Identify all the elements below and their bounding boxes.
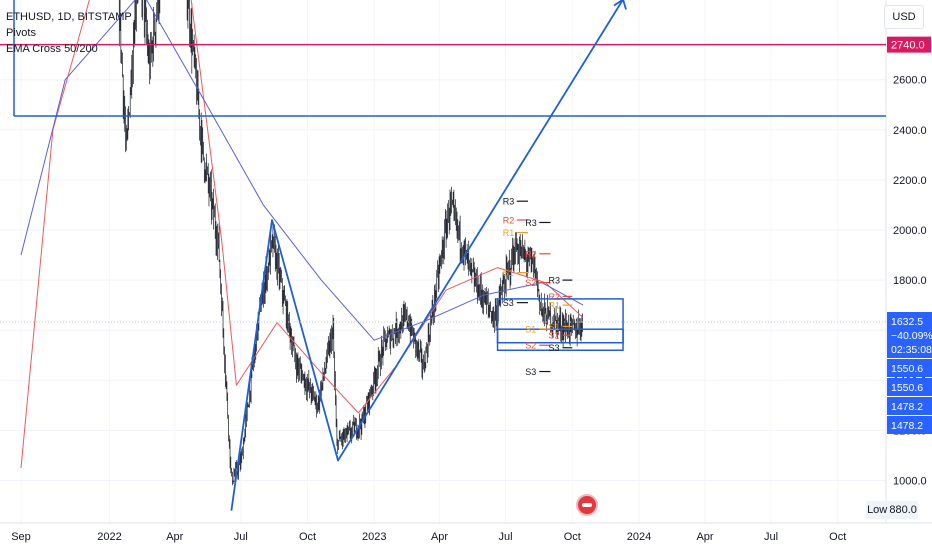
pivot-label: R3	[549, 276, 561, 286]
x-tick-label: Sep	[11, 531, 31, 543]
price-axis-text: 02:35:08	[891, 344, 932, 356]
price-axis-text: 1550.6	[891, 363, 923, 375]
pivot-label: R2	[503, 215, 515, 225]
price-zone	[496, 328, 624, 344]
pivot-label: S1	[503, 268, 514, 278]
low-marker: Low 880.0	[866, 501, 918, 519]
indicator-pivots-label[interactable]: Pivots	[6, 27, 36, 39]
x-tick-label: Apr	[431, 531, 448, 543]
y-tick-label: 1800.0	[893, 275, 927, 287]
symbol-title[interactable]: ETHUSD, 1D, BITSTAMP	[6, 11, 132, 23]
indicator-ema-cross-label[interactable]: EMA Cross 50/200	[6, 43, 98, 55]
price-axis-label	[887, 416, 932, 434]
pivot-label: R2	[549, 292, 561, 302]
price-axis-text: −40.09%	[891, 330, 932, 342]
arrow-head-icon	[613, 0, 627, 10]
pivot-label: R3	[503, 197, 515, 207]
y-axis: 1000.01200.01400.01600.01800.02000.02200…	[885, 0, 927, 523]
pivot-label: S3	[503, 298, 514, 308]
currency-button[interactable]: USD	[884, 5, 924, 29]
pivot-label: S2	[525, 278, 536, 288]
pivot-label: S2	[549, 331, 560, 341]
x-tick-label: Jul	[499, 531, 513, 543]
pivot-label: R3	[525, 218, 537, 228]
price-axis-label	[887, 378, 932, 396]
y-tick-label: 2600.0	[893, 75, 927, 87]
pivot-label: R2	[525, 249, 537, 259]
price-labels: 2740.0 1632.5 −40.09% 02:35:08 1550.6 1550.6 1…	[887, 36, 932, 434]
low-marker-label: Low	[867, 504, 888, 516]
chart-legend: ETHUSD, 1D, BITSTAMP Pivots EMA Cross 50…	[6, 9, 132, 57]
resistance-price-label	[887, 36, 931, 53]
pivot-label: S1	[549, 322, 560, 332]
price-axis-label	[887, 359, 932, 377]
x-tick-label: Apr	[696, 531, 713, 543]
price-axis-text: 1550.6	[891, 382, 923, 394]
x-tick-label: Oct	[829, 531, 846, 543]
y-tick-label: 2200.0	[893, 175, 927, 187]
resistance-price-text: 2740.0	[891, 40, 925, 52]
price-axis-label	[887, 397, 932, 415]
x-tick-label: Oct	[299, 531, 316, 543]
x-axis: Sep 2022 Apr Jul Oct 2023 Apr Jul Oct 2024 Apr Jul O…	[0, 522, 932, 543]
x-tick-label: Jul	[234, 531, 248, 543]
x-tick-label: 2023	[362, 531, 386, 543]
ema-slow-line	[20, 0, 584, 341]
x-tick-label: Oct	[564, 531, 581, 543]
x-tick-label: Jul	[764, 531, 778, 543]
candles	[118, 0, 583, 486]
price-axis-text: 1478.2	[891, 401, 923, 413]
low-marker-value: 880.0	[889, 504, 917, 516]
pivot-label: S3	[549, 343, 560, 353]
x-tick-label: Apr	[166, 531, 183, 543]
ema-fast-line	[20, 0, 584, 469]
pivot-label: S3	[525, 367, 536, 377]
x-tick-label: 2022	[97, 531, 121, 543]
x-tick-label: 2024	[627, 531, 651, 543]
price-axis-text: 1478.2	[891, 420, 923, 432]
trend-path	[230, 0, 624, 511]
price-axis-label	[887, 312, 932, 358]
price-axis-text: 1632.5	[891, 316, 923, 328]
grid-lines	[0, 79, 886, 481]
pivot-label: R1	[549, 301, 561, 311]
y-tick-label: 2400.0	[893, 125, 927, 137]
tradingview-logo-icon[interactable]	[576, 494, 598, 516]
pivot-label: S1	[525, 324, 536, 334]
y-tick-label: 1000.0	[893, 476, 927, 488]
price-zone	[496, 298, 624, 351]
y-tick-label: 2000.0	[893, 225, 927, 237]
pivot-label: R1	[503, 228, 515, 238]
pivot-label: S2	[525, 341, 536, 351]
